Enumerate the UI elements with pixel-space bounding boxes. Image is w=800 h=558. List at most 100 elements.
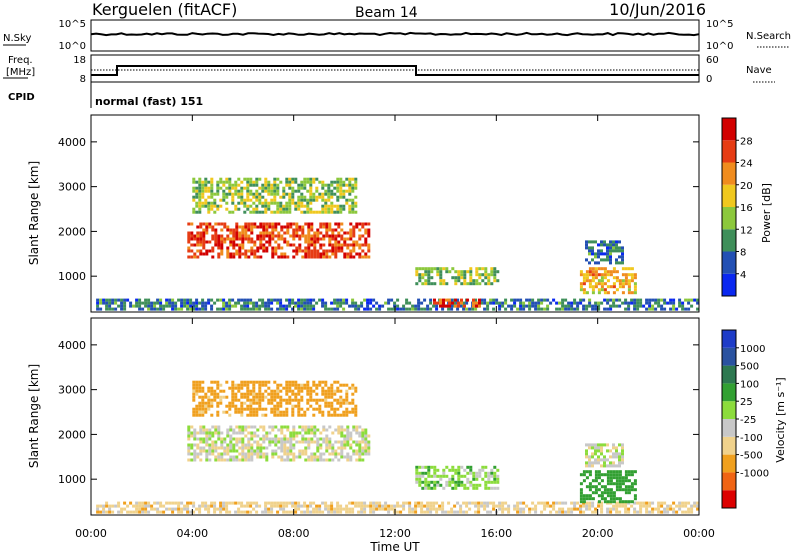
power-cell xyxy=(475,279,479,283)
power-ytick-label: 2000 xyxy=(58,225,86,238)
power-cell xyxy=(678,301,682,305)
power-cell xyxy=(280,225,284,229)
velocity-cell xyxy=(246,504,250,508)
velocity-cell xyxy=(504,501,508,505)
power-cell xyxy=(475,282,479,286)
power-cell xyxy=(288,304,292,308)
power-cell xyxy=(189,298,193,302)
velocity-cell xyxy=(606,449,609,453)
power-cell xyxy=(591,270,595,274)
power-cell xyxy=(228,304,232,308)
power-colorbar-tick-label: 12 xyxy=(740,225,753,236)
power-cell xyxy=(621,291,625,295)
power-cell xyxy=(558,301,562,305)
velocity-cell xyxy=(478,468,482,472)
power-cell xyxy=(196,225,200,229)
power-cell xyxy=(411,307,415,311)
velocity-cell xyxy=(351,386,355,390)
power-cell xyxy=(244,237,248,241)
power-cell xyxy=(354,307,358,311)
velocity-cell xyxy=(421,465,425,469)
velocity-cell xyxy=(678,507,682,511)
power-cell xyxy=(241,237,245,241)
power-cell xyxy=(516,307,520,311)
velocity-cell xyxy=(336,501,340,505)
velocity-cell xyxy=(186,501,190,505)
velocity-cell xyxy=(606,507,610,511)
velocity-cell xyxy=(484,474,488,478)
velocity-cell xyxy=(615,470,619,474)
velocity-cell xyxy=(210,504,214,508)
power-cell xyxy=(246,192,250,196)
velocity-cell xyxy=(237,389,241,393)
velocity-cell xyxy=(333,392,337,396)
velocity-cell xyxy=(648,510,652,514)
velocity-cell xyxy=(306,392,310,396)
velocity-cell xyxy=(193,443,197,447)
velocity-cell xyxy=(396,504,400,508)
velocity-cell xyxy=(259,443,263,447)
power-cell xyxy=(348,192,352,196)
power-cell xyxy=(211,237,215,241)
power-cell xyxy=(465,307,469,311)
velocity-cell xyxy=(285,383,289,387)
power-cell xyxy=(247,237,251,241)
velocity-cell xyxy=(264,504,268,508)
velocity-cell xyxy=(615,449,618,453)
velocity-cell xyxy=(174,501,178,505)
velocity-cell xyxy=(594,491,598,495)
velocity-cell xyxy=(424,477,428,481)
power-cell xyxy=(513,298,517,302)
power-cell xyxy=(600,273,604,277)
velocity-cell xyxy=(348,410,352,414)
power-cell xyxy=(282,195,286,199)
velocity-cell xyxy=(324,401,328,405)
power-cell xyxy=(261,304,265,308)
velocity-cell xyxy=(261,407,265,411)
power-panel-frame xyxy=(90,114,700,313)
power-cell xyxy=(340,243,344,247)
velocity-cell xyxy=(310,440,314,444)
power-cell xyxy=(253,225,257,229)
power-cell xyxy=(585,270,589,274)
power-cell xyxy=(225,201,229,205)
power-cell xyxy=(312,177,316,181)
power-cell xyxy=(249,192,253,196)
velocity-cell xyxy=(250,434,254,438)
velocity-cell xyxy=(222,389,226,393)
power-cell xyxy=(274,225,278,229)
velocity-cell xyxy=(496,477,500,481)
velocity-cell xyxy=(645,510,649,514)
velocity-cell xyxy=(316,455,320,459)
power-cell xyxy=(627,279,631,283)
velocity-cell xyxy=(489,510,493,514)
velocity-cell xyxy=(352,425,356,429)
power-cell xyxy=(594,273,598,277)
power-cell xyxy=(588,301,592,305)
power-cell xyxy=(264,201,268,205)
power-cell xyxy=(240,180,244,184)
velocity-cell xyxy=(612,491,616,495)
power-cell xyxy=(306,204,310,208)
power-cell xyxy=(345,177,349,181)
power-cell xyxy=(348,304,352,308)
power-cell xyxy=(492,307,496,311)
velocity-cell xyxy=(597,504,601,508)
velocity-cell xyxy=(256,452,260,456)
velocity-cell xyxy=(307,446,311,450)
velocity-cell xyxy=(328,425,332,429)
velocity-cell xyxy=(457,483,461,487)
velocity-cell xyxy=(208,449,212,453)
power-cell xyxy=(621,249,624,253)
power-cell xyxy=(330,189,334,193)
velocity-cell xyxy=(531,501,535,505)
power-cell xyxy=(337,234,341,238)
velocity-cell xyxy=(195,407,199,411)
velocity-cell xyxy=(318,504,322,508)
velocity-cell xyxy=(618,485,622,489)
power-colorbar-tick-label: 24 xyxy=(740,159,753,170)
velocity-cell xyxy=(135,510,139,514)
power-cell xyxy=(372,304,376,308)
velocity-colorbar-segment xyxy=(722,472,736,491)
power-cell xyxy=(237,201,241,205)
